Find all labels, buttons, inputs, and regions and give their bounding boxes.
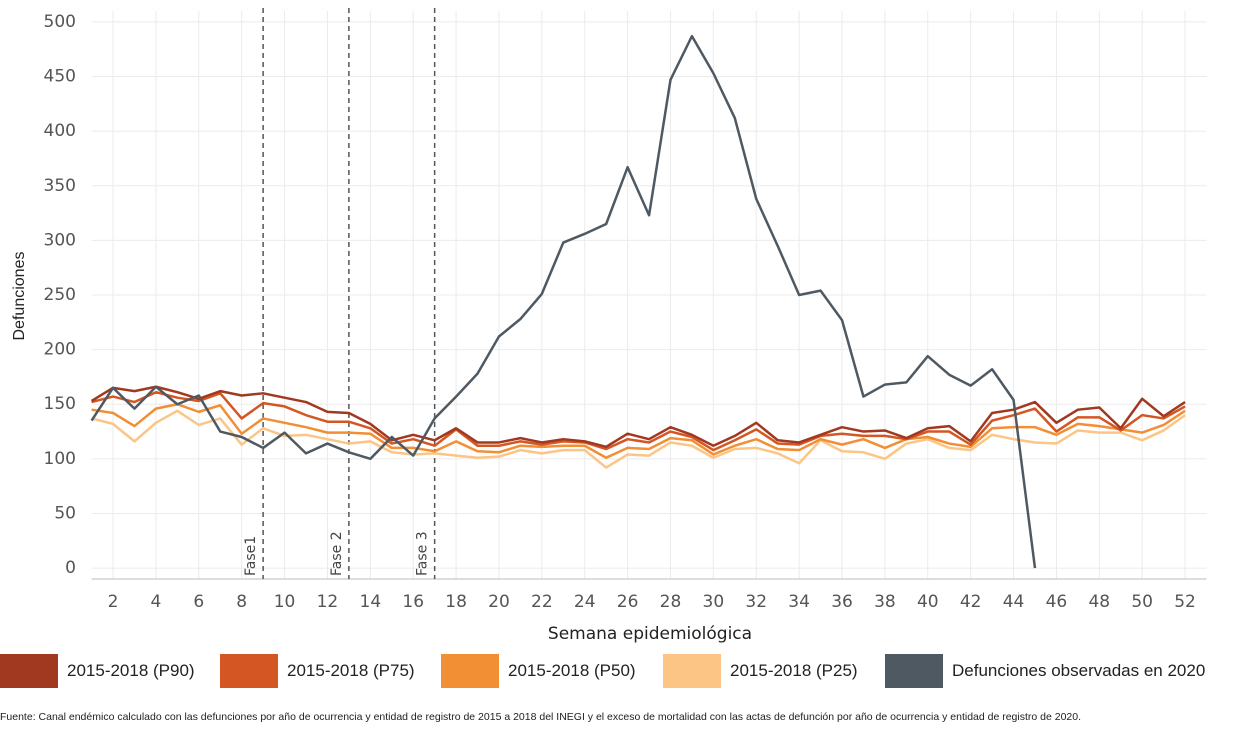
legend-swatch: [441, 654, 499, 688]
x-tick-label: 4: [151, 592, 162, 612]
phase-label: Fase 3: [415, 531, 431, 576]
x-tick-label: 34: [788, 592, 810, 612]
legend-label: 2015-2018 (P50): [508, 661, 636, 680]
x-tick-label: 24: [574, 592, 596, 612]
y-tick-label: 300: [44, 230, 76, 250]
x-tick-label: 38: [874, 592, 896, 612]
x-tick-label: 14: [360, 592, 382, 612]
x-tick-label: 50: [1131, 592, 1153, 612]
source-note: Fuente: Canal endémico calculado con las…: [0, 711, 1082, 723]
x-tick-label: 16: [402, 592, 424, 612]
x-tick-label: 26: [617, 592, 639, 612]
legend-label: 2015-2018 (P90): [67, 661, 195, 680]
x-tick-label: 42: [960, 592, 982, 612]
legend-swatch: [0, 654, 58, 688]
y-tick-label: 250: [44, 285, 76, 305]
x-tick-label: 22: [531, 592, 553, 612]
series-line: [91, 390, 1186, 452]
series-line: [91, 409, 1186, 469]
phase-label: Fase1: [243, 536, 259, 576]
x-tick-label: 2: [108, 592, 119, 612]
legend-item: 2015-2018 (P90): [0, 654, 195, 688]
legend-label: 2015-2018 (P25): [730, 661, 858, 680]
x-tick-label: 40: [917, 592, 939, 612]
x-axis-title: Semana epidemiológica: [548, 624, 752, 644]
x-tick-label: 48: [1088, 592, 1110, 612]
series-line: [91, 402, 1186, 460]
series-line: [90, 34, 1037, 569]
chart: Defunciones Semana epidemiológica 0 50 100…: [11, 8, 1207, 644]
x-tick-label: 36: [831, 592, 853, 612]
legend: 2015-2018 (P90) 2015-2018 (P75) 2015-2018 …: [0, 654, 1248, 690]
x-tick-label: 18: [445, 592, 467, 612]
legend-label: 2015-2018 (P75): [287, 661, 415, 680]
x-tick-label: 6: [193, 592, 204, 612]
x-tick-label: 10: [274, 592, 296, 612]
legend-item: Defunciones observadas en 2020: [885, 654, 1205, 688]
x-tick-label: 28: [660, 592, 682, 612]
x-tick-label: 32: [745, 592, 767, 612]
y-tick-label: 400: [44, 121, 76, 141]
legend-item: 2015-2018 (P50): [441, 654, 636, 688]
phase-label: Fase 2: [329, 531, 345, 576]
y-tick-label: 150: [44, 394, 76, 414]
legend-label: Defunciones observadas en 2020: [952, 661, 1206, 680]
legend-swatch: [663, 654, 721, 688]
y-tick-label: 450: [44, 67, 76, 87]
legend-item: 2015-2018 (P75): [220, 654, 415, 688]
x-tick-label: 44: [1003, 592, 1025, 612]
series-line: [90, 385, 1186, 449]
legend-item: 2015-2018 (P25): [663, 654, 858, 688]
y-tick-label: 50: [54, 503, 76, 523]
y-tick-label: 350: [44, 176, 76, 196]
x-tick-label: 12: [317, 592, 339, 612]
x-tick-label: 46: [1046, 592, 1068, 612]
y-tick-label: 200: [44, 340, 76, 360]
x-tick-label: 52: [1174, 592, 1196, 612]
x-tick-label: 20: [488, 592, 510, 612]
legend-swatch: [885, 654, 943, 688]
y-tick-label: 100: [44, 449, 76, 469]
y-tick-label: 0: [65, 558, 76, 578]
y-axis-title: Defunciones: [11, 252, 28, 341]
legend-swatch: [220, 654, 278, 688]
x-tick-label: 8: [236, 592, 247, 612]
y-tick-label: 500: [44, 12, 76, 32]
x-tick-label: 30: [703, 592, 725, 612]
